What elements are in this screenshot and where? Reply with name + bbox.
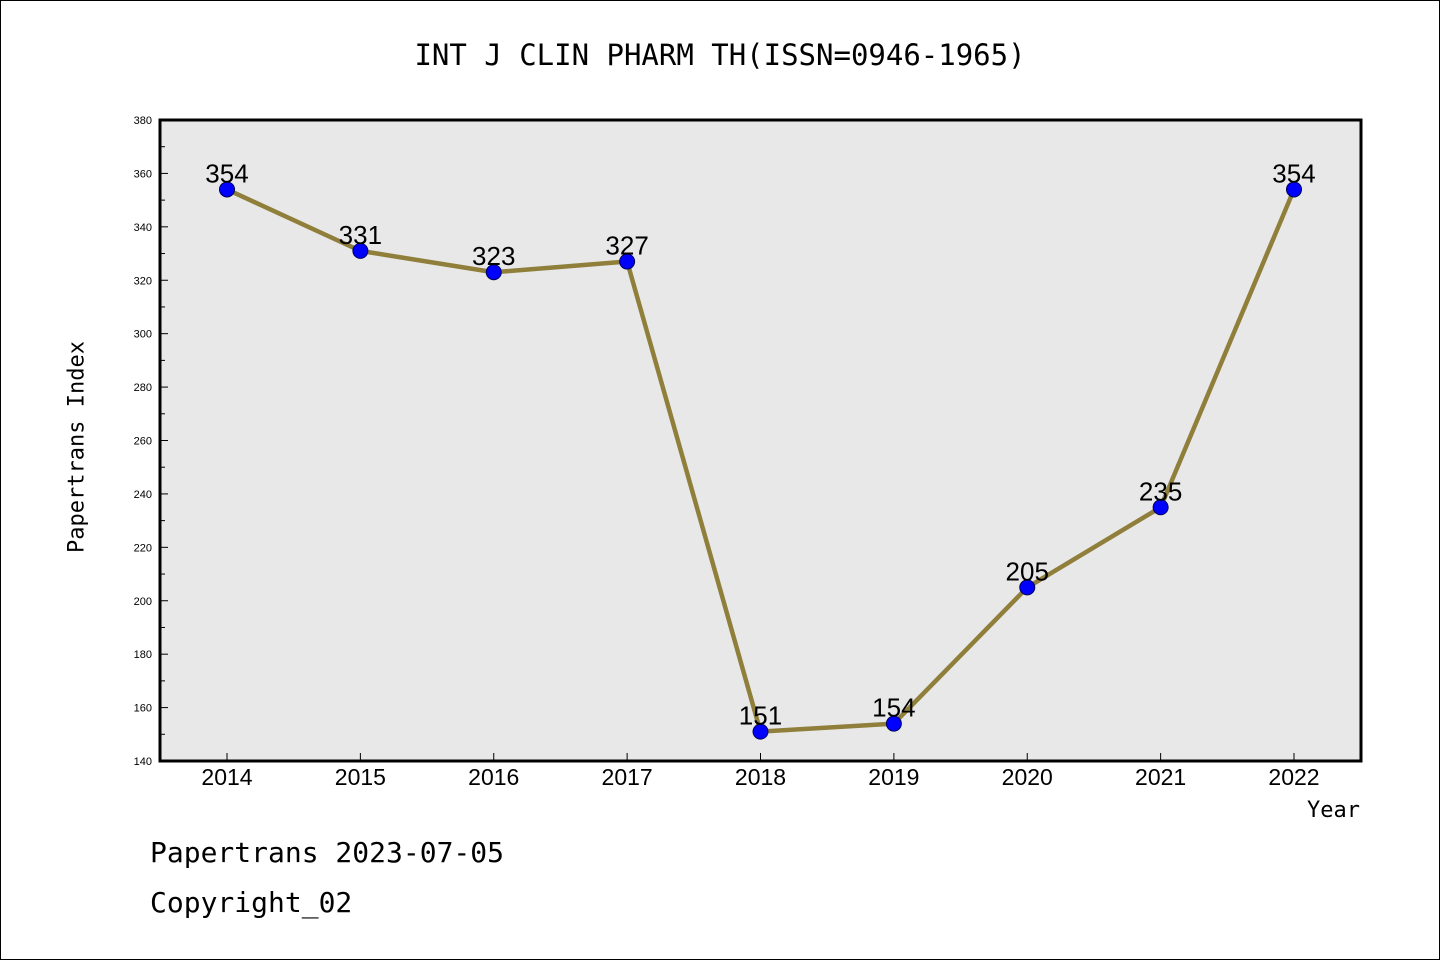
data-label: 151	[739, 701, 782, 731]
y-tick-label: 180	[134, 649, 152, 661]
data-point	[1152, 499, 1169, 516]
y-tick-label: 380	[134, 115, 152, 127]
y-tick-label: 260	[134, 436, 152, 448]
data-label: 354	[205, 158, 248, 188]
x-tick-label: 2022	[1268, 764, 1319, 790]
data-label: 154	[872, 693, 915, 723]
y-tick-label: 240	[134, 489, 152, 501]
chart-title: INT J CLIN PHARM TH(ISSN=0946-1965)	[414, 38, 1026, 72]
y-tick-label: 160	[134, 703, 152, 715]
data-point	[885, 715, 902, 732]
y-tick-label: 360	[134, 168, 152, 180]
y-tick-label: 300	[134, 329, 152, 341]
y-tick-label: 340	[134, 222, 152, 234]
x-tick-label: 2021	[1135, 764, 1186, 790]
data-point	[752, 723, 769, 740]
x-tick-label: 2014	[201, 764, 252, 790]
data-point	[619, 253, 636, 270]
data-label: 235	[1139, 476, 1182, 506]
data-label: 327	[605, 231, 648, 261]
x-tick-label: 2020	[1002, 764, 1053, 790]
y-tick-label: 140	[134, 756, 152, 768]
x-tick-label: 2019	[868, 764, 919, 790]
y-tick-label: 280	[134, 382, 152, 394]
y-tick-label: 220	[134, 542, 152, 554]
data-point	[1286, 181, 1302, 198]
footer-date: Papertrans 2023-07-05	[150, 836, 505, 869]
data-point	[352, 242, 369, 259]
x-tick-label: 2018	[735, 764, 786, 790]
x-tick-label: 2016	[468, 764, 519, 790]
data-label: 323	[472, 241, 515, 271]
data-label: 331	[339, 220, 382, 250]
data-point	[1019, 579, 1036, 596]
data-label: 205	[1006, 556, 1049, 586]
data-label: 354	[1272, 158, 1315, 188]
y-axis: 140 160 180 200 220 240 260 280 300 320 340 360 380	[134, 115, 168, 768]
x-tick-label: 2015	[335, 764, 386, 790]
plot-area	[158, 118, 1363, 763]
x-tick-label: 2017	[602, 764, 653, 790]
data-point	[219, 181, 235, 198]
footer-copyright: Copyright_02	[150, 886, 353, 919]
y-tick-label: 200	[134, 596, 152, 608]
x-axis-label: Year	[1307, 798, 1360, 823]
data-point	[485, 264, 502, 281]
series-papertrans-index: 354 331 323 327 151 154 205 235 354	[205, 158, 1316, 740]
x-axis: 2014 2015 2016 2017 2018 2019 2020 2021 2022	[201, 753, 1320, 790]
y-tick-label: 320	[134, 275, 152, 287]
